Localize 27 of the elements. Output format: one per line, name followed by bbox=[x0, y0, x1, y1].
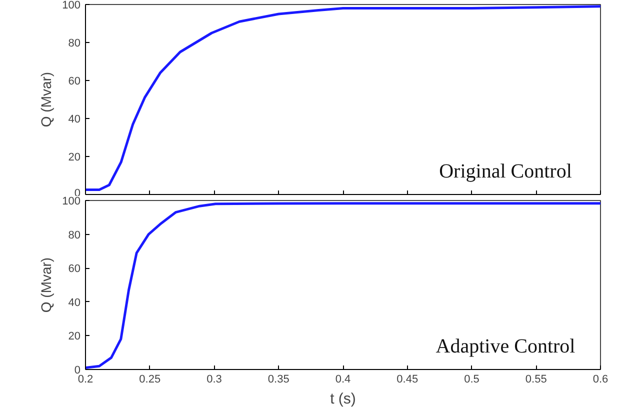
y-tick-label: 80 bbox=[68, 229, 81, 242]
y-tick-label: 100 bbox=[62, 196, 81, 208]
x-tick-label: 0.2 bbox=[78, 374, 94, 386]
x-axis-title: t (s) bbox=[330, 390, 356, 408]
y-tick-label: 40 bbox=[68, 114, 81, 126]
y-tick-label: 20 bbox=[68, 330, 81, 343]
line-series bbox=[86, 202, 600, 370]
annotation: Original Control bbox=[439, 160, 572, 182]
y-tick-label: 100 bbox=[62, 0, 81, 12]
y-tick-label: 40 bbox=[68, 296, 81, 309]
x-tick-label: 0.25 bbox=[139, 374, 161, 386]
y-tick-label: 80 bbox=[68, 38, 81, 50]
line-series bbox=[86, 5, 600, 191]
y-tick-label: 60 bbox=[68, 76, 81, 88]
y-axis-title: Q (Mvar) bbox=[38, 257, 54, 313]
x-tick-label: 0.45 bbox=[396, 374, 418, 386]
x-tick-label: 0.55 bbox=[525, 374, 547, 386]
x-tick-label: 0.5 bbox=[464, 374, 480, 386]
x-tick-label: 0.4 bbox=[335, 374, 351, 386]
y-tick-label: 60 bbox=[68, 263, 81, 276]
y-axis-title: Q (Mvar) bbox=[38, 72, 54, 128]
x-tick-label: 0.3 bbox=[206, 374, 222, 386]
y-tick-label: 0 bbox=[74, 364, 81, 376]
annotation: Adaptive Control bbox=[436, 336, 576, 358]
x-tick-label: 0.35 bbox=[268, 374, 290, 386]
x-tick-label: 0.6 bbox=[592, 374, 608, 386]
y-tick-label: 20 bbox=[68, 152, 81, 164]
